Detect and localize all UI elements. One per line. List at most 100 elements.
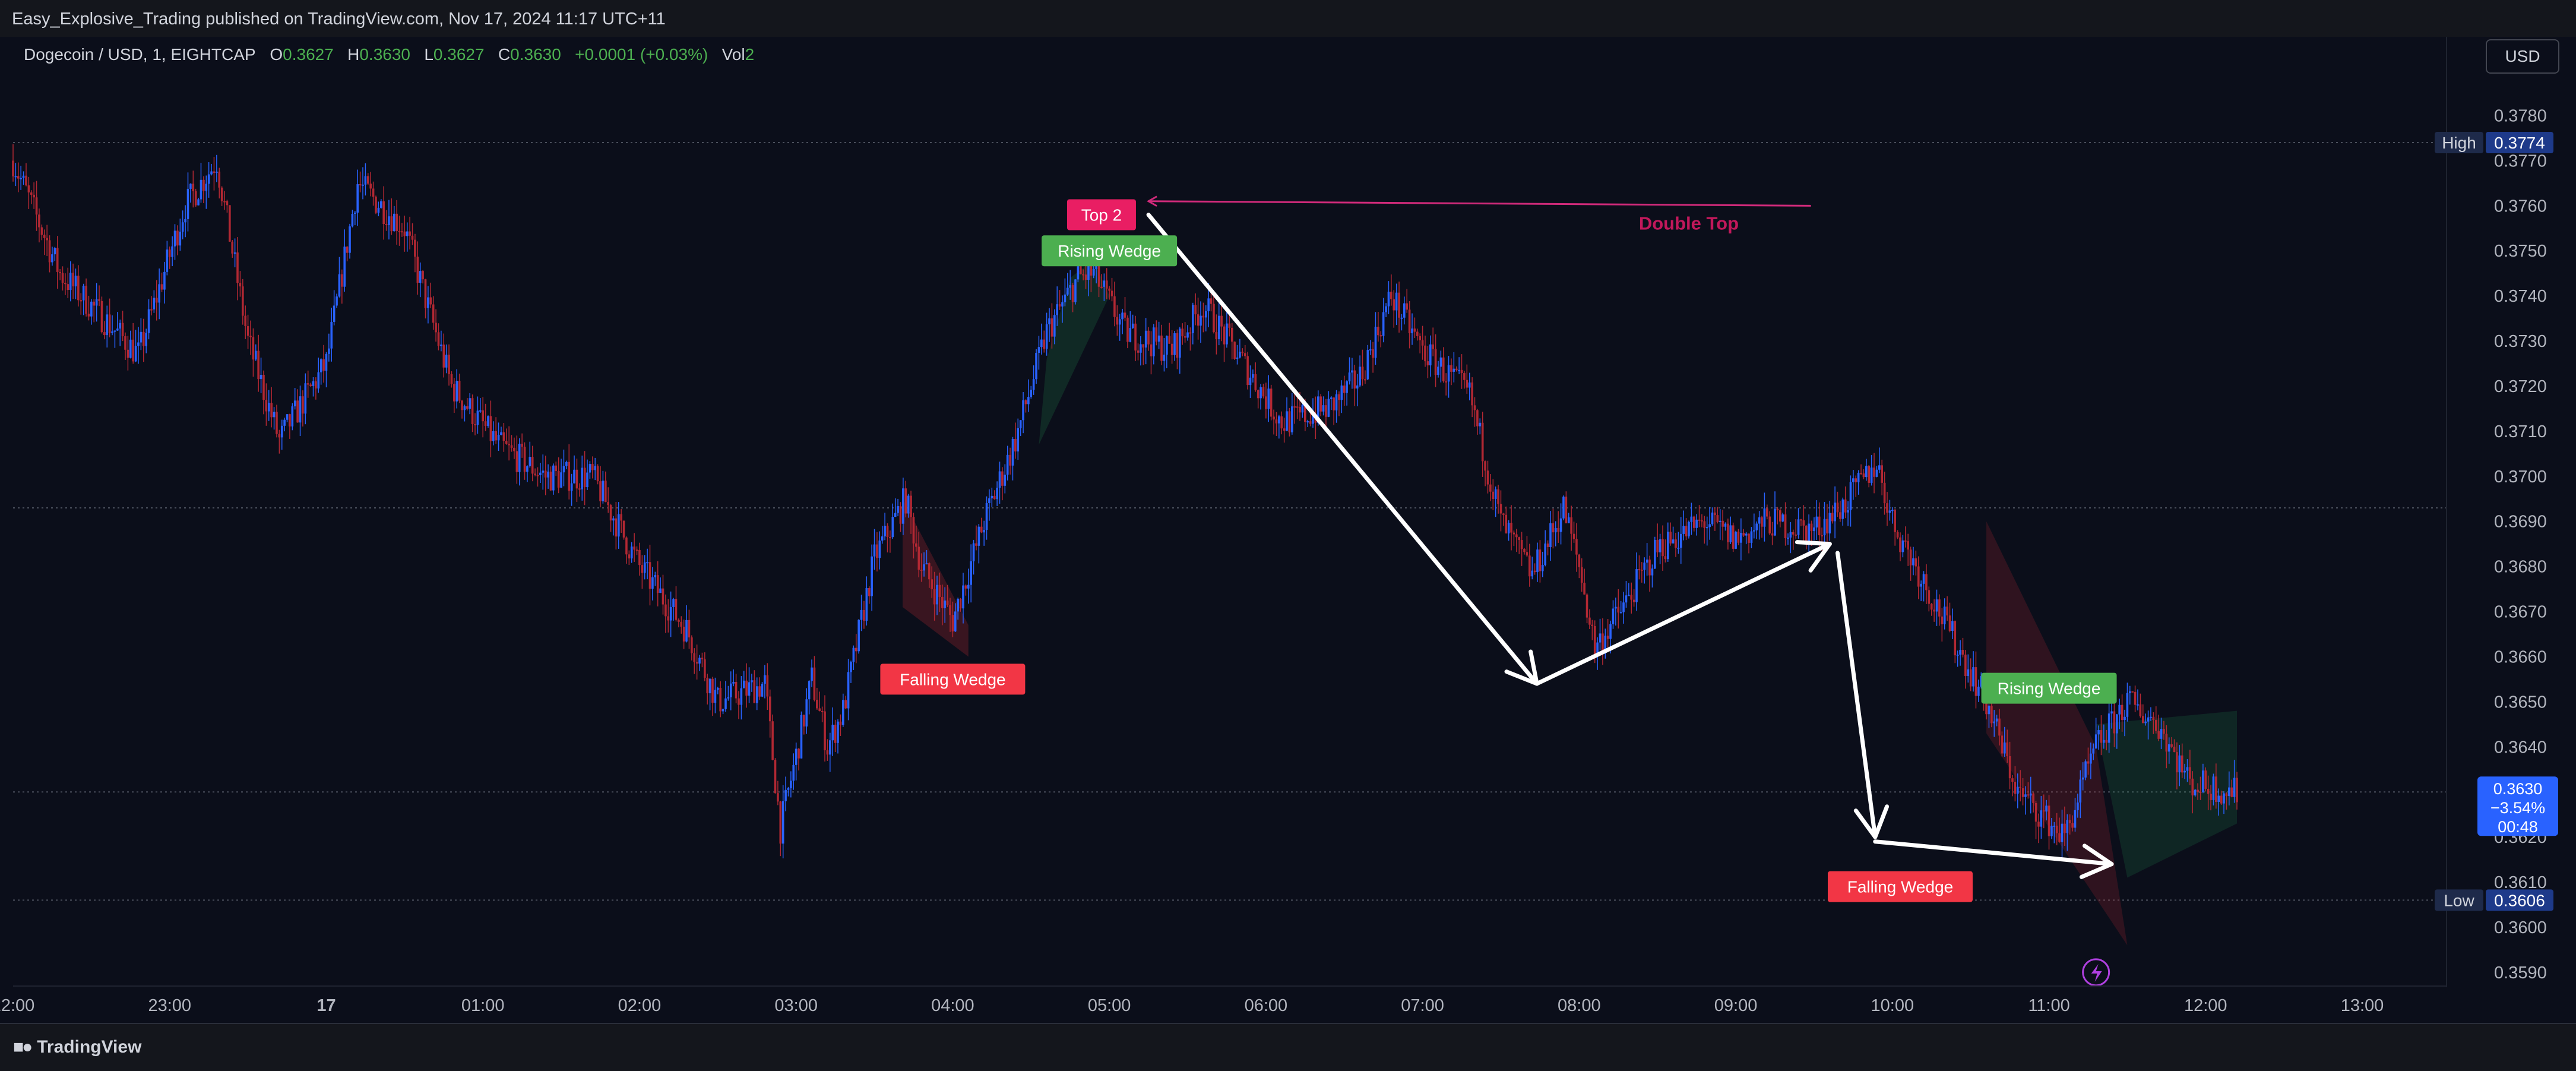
- candle-body: [184, 219, 186, 223]
- candle-body: [1160, 335, 1163, 361]
- candle-body: [839, 721, 842, 725]
- candle-body: [790, 781, 792, 788]
- x-tick-label: 03:00: [774, 996, 818, 1015]
- symbol-name[interactable]: Dogecoin / USD, 1, EIGHTCAP: [24, 45, 256, 64]
- candle-body: [1450, 365, 1452, 372]
- candle-body: [1682, 526, 1685, 534]
- pattern-label-text: Falling Wedge: [1847, 878, 1953, 896]
- candle-body: [1562, 497, 1565, 519]
- candle-body: [25, 175, 27, 186]
- candle-body: [1520, 540, 1523, 549]
- price-chart[interactable]: 0.3780 0.3770 0.3760 0.3750 0.3740 0.3730 0.37…: [0, 37, 2576, 1023]
- candle-body: [2197, 789, 2199, 792]
- candle-body: [1868, 466, 1871, 483]
- candle-body: [147, 309, 150, 333]
- candle-body: [602, 481, 605, 501]
- tradingview-logo[interactable]: ■● TradingView: [13, 1037, 141, 1057]
- close-value: 0.3630: [510, 45, 561, 64]
- candle-body: [2064, 823, 2066, 833]
- candle-body: [126, 349, 129, 358]
- candle-body: [891, 517, 894, 538]
- candle-body: [173, 230, 176, 247]
- candle-body: [1202, 315, 1205, 318]
- candle-body: [931, 579, 933, 589]
- candle-body: [77, 276, 80, 301]
- candle-body: [591, 464, 594, 470]
- candle-body: [1985, 696, 1988, 715]
- candle-body: [1043, 339, 1046, 349]
- candle-body: [2230, 787, 2233, 797]
- candle-body: [1580, 567, 1583, 583]
- candle-body: [129, 339, 132, 358]
- candle-body: [622, 520, 625, 538]
- candle-body: [1379, 335, 1382, 337]
- y-tick-label: 0.3740: [2494, 287, 2547, 306]
- open-value: 0.3627: [283, 45, 334, 64]
- candle-body: [719, 687, 721, 712]
- candle-body: [1447, 365, 1450, 382]
- candle-body: [346, 247, 349, 253]
- candle-body: [638, 549, 641, 565]
- candle-body: [562, 466, 565, 473]
- candle-body: [471, 398, 474, 424]
- candle-body: [811, 667, 813, 681]
- candle-body: [160, 284, 163, 290]
- candle-body: [2215, 776, 2217, 803]
- candle-body: [59, 271, 61, 273]
- candle-body: [119, 323, 122, 329]
- candle-body: [1014, 438, 1017, 451]
- candle-body: [1813, 527, 1815, 532]
- candle-body: [80, 300, 83, 302]
- candle-body: [1048, 318, 1050, 324]
- candle-body: [1466, 380, 1469, 388]
- trend-arrow-up: [1534, 542, 1832, 686]
- candle-body: [1157, 335, 1160, 342]
- candle-body: [218, 171, 221, 188]
- currency-button[interactable]: USD: [2486, 39, 2559, 74]
- candle-body: [2100, 730, 2103, 743]
- candle-body: [2176, 752, 2178, 773]
- candle-body: [427, 297, 429, 308]
- candle-body: [40, 227, 43, 235]
- candle-body: [2199, 792, 2202, 794]
- candle-body: [435, 323, 437, 333]
- candle-body: [286, 414, 289, 420]
- candle-body: [388, 216, 390, 225]
- candle-body: [1426, 361, 1429, 366]
- candle-body: [1628, 595, 1630, 596]
- candle-body: [2124, 716, 2126, 721]
- candle-body: [1959, 650, 1961, 655]
- candle-body: [1909, 549, 1912, 565]
- candle-body: [1860, 473, 1862, 475]
- candle-body: [213, 171, 216, 173]
- candle-body: [1849, 482, 1852, 510]
- candle-body: [1946, 606, 1948, 616]
- candle-body: [2202, 770, 2204, 792]
- candle-body: [771, 721, 774, 760]
- candle-body: [578, 488, 581, 490]
- candle-body: [2223, 793, 2225, 804]
- candle-body: [379, 201, 382, 208]
- candle-body: [492, 431, 495, 441]
- candle-body: [2094, 734, 2097, 749]
- candle-body: [299, 396, 302, 423]
- candle-body: [1565, 497, 1568, 523]
- candle-body: [1593, 625, 1596, 655]
- candle-body: [1619, 612, 1622, 614]
- candle-body: [455, 381, 458, 402]
- candle-body: [1894, 510, 1896, 532]
- candle-body: [382, 201, 385, 225]
- candle-body: [393, 213, 395, 232]
- candle-body: [197, 199, 200, 206]
- candle-body: [166, 249, 169, 272]
- candle-body: [1951, 621, 1954, 631]
- candle-body: [1027, 397, 1030, 405]
- candle-body: [1077, 266, 1080, 280]
- candle-body: [1024, 400, 1027, 405]
- candle-body: [1207, 298, 1210, 311]
- candle-body: [1828, 513, 1831, 534]
- candle-body: [1455, 368, 1458, 371]
- candle-body: [1855, 478, 1857, 482]
- x-tick-label: 08:00: [1558, 996, 1601, 1015]
- candle-body: [1737, 532, 1740, 543]
